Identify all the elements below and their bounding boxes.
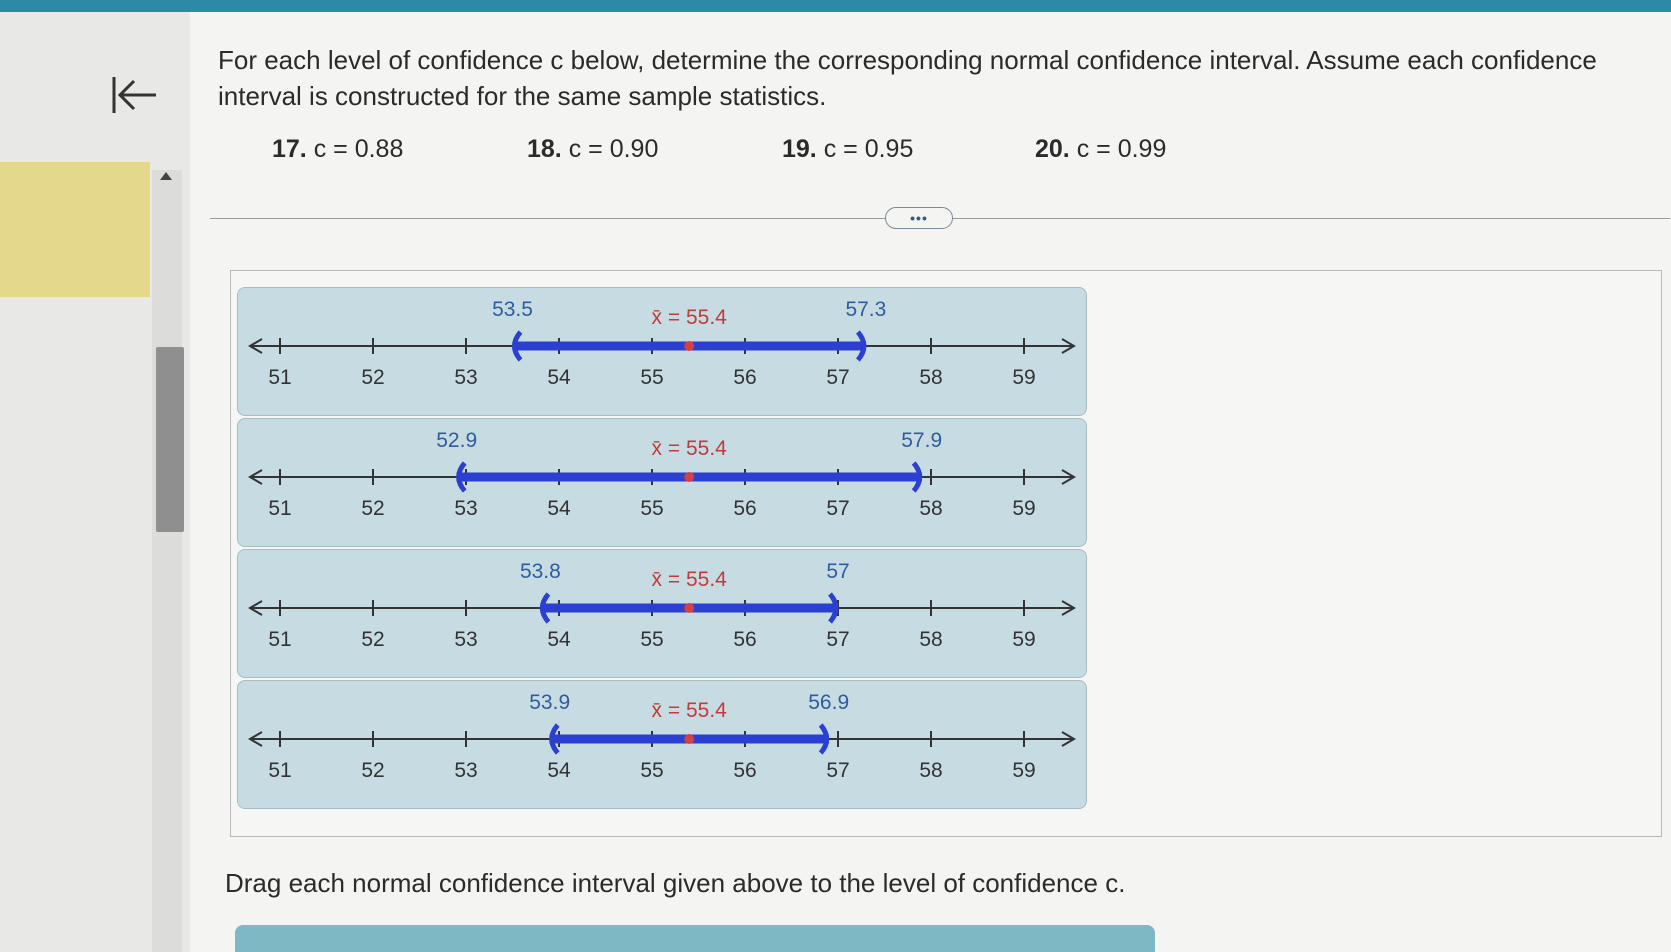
tick-label: 54 — [547, 497, 571, 520]
highlight-panel — [0, 162, 150, 297]
scroll-up-icon[interactable] — [160, 172, 172, 180]
tick-label: 58 — [919, 497, 942, 520]
top-bar — [0, 0, 1671, 12]
upper-bound-label: 57 — [826, 560, 849, 583]
problem-19: 19. c = 0.95 — [782, 135, 914, 163]
axis-arrow-right — [1061, 600, 1076, 616]
tick-label: 55 — [640, 628, 663, 651]
tick-label: 59 — [1012, 628, 1035, 651]
tick-label: 56 — [733, 759, 756, 782]
more-button[interactable]: ••• — [885, 207, 953, 229]
interval-card-4[interactable]: 51 52 53 54 55 56 57 58 59 53.9 56.9 x̄ = 55.4 — [237, 680, 1087, 809]
problem-18: 18. c = 0.90 — [527, 135, 659, 163]
tick-label: 54 — [547, 759, 571, 782]
scrollbar-track[interactable] — [152, 170, 182, 952]
tick-label: 51 — [268, 366, 291, 389]
instruction-text: Drag each normal confidence interval giv… — [225, 868, 1126, 898]
lower-bound-label: 52.9 — [436, 429, 477, 452]
upper-bound-label: 57.9 — [901, 429, 942, 452]
tick-label: 59 — [1012, 497, 1035, 520]
tick-label: 59 — [1012, 759, 1035, 782]
tick-label: 56 — [733, 366, 756, 389]
interval-plot: 51 52 53 54 55 56 57 58 59 53.5 57.3 x̄ = 55.4 — [248, 298, 1076, 389]
tick-label: 55 — [640, 759, 663, 782]
tick-label: 57 — [826, 497, 849, 520]
upper-bound-label: 56.9 — [808, 691, 849, 714]
tick-label: 58 — [919, 628, 942, 651]
lower-bound-label: 53.9 — [529, 691, 570, 714]
tick-label: 53 — [454, 759, 477, 782]
upper-bracket — [828, 592, 839, 624]
scrollbar-thumb[interactable] — [156, 347, 184, 532]
tick-label: 52 — [361, 628, 384, 651]
tick-label: 57 — [826, 366, 849, 389]
lower-bracket — [539, 592, 551, 624]
interval-plot: 51 52 53 54 55 56 57 58 59 53.9 56.9 x̄ = 55.4 — [248, 691, 1076, 782]
interval-card-3[interactable]: 51 52 53 54 55 56 57 58 59 53.8 57 x̄ = 55.4 — [237, 549, 1087, 678]
tick-label: 52 — [361, 759, 384, 782]
tick-label: 52 — [361, 497, 384, 520]
more-dots-icon: ••• — [910, 210, 928, 226]
interval-plot: 51 52 53 54 55 56 57 58 59 52.9 57.9 x̄ = 55.4 — [248, 429, 1076, 520]
tick-label: 55 — [640, 366, 663, 389]
mean-dot — [684, 472, 695, 482]
axis-arrow-right — [1061, 469, 1076, 485]
mean-label: x̄ = 55.4 — [652, 306, 728, 329]
tick-label: 57 — [826, 628, 849, 651]
tick-label: 58 — [919, 366, 942, 389]
tick-label: 51 — [268, 628, 291, 651]
mean-dot — [684, 341, 695, 351]
tick-label: 53 — [454, 497, 477, 520]
tick-label: 59 — [1012, 366, 1035, 389]
tick-label: 57 — [826, 759, 849, 782]
tick-label: 56 — [733, 497, 756, 520]
axis-arrow-left — [248, 731, 263, 747]
problem-20: 20. c = 0.99 — [1035, 135, 1167, 163]
tick-label: 55 — [640, 497, 663, 520]
interval-card-1[interactable]: 51 52 53 54 55 56 57 58 59 53.5 57.3 x̄ = 55.4 — [237, 287, 1087, 416]
tick-label: 53 — [454, 628, 477, 651]
lower-bracket — [456, 461, 467, 493]
tick-label: 52 — [361, 366, 384, 389]
mean-dot — [684, 734, 695, 744]
axis-arrow-right — [1061, 338, 1076, 354]
axis-arrow-left — [248, 600, 263, 616]
tick-label: 58 — [919, 759, 942, 782]
lower-bracket — [512, 330, 523, 362]
tick-label: 51 — [268, 759, 291, 782]
tick-label: 51 — [268, 497, 291, 520]
first-page-icon — [112, 77, 156, 113]
upper-bracket — [818, 723, 830, 755]
axis-arrow-right — [1061, 731, 1076, 747]
mean-label: x̄ = 55.4 — [652, 568, 728, 591]
lower-bound-label: 53.5 — [492, 298, 533, 321]
mean-label: x̄ = 55.4 — [652, 437, 728, 460]
lower-bound-label: 53.8 — [520, 560, 561, 583]
interval-plot: 51 52 53 54 55 56 57 58 59 53.8 57 x̄ = 55.4 — [248, 560, 1076, 651]
axis-arrow-left — [248, 338, 263, 354]
tick-label: 54 — [547, 628, 571, 651]
upper-bound-label: 57.3 — [845, 298, 886, 321]
problem-17: 17. c = 0.88 — [272, 135, 404, 163]
upper-bracket — [911, 461, 923, 493]
upper-bracket — [855, 330, 867, 362]
tick-label: 56 — [733, 628, 756, 651]
lower-bracket — [549, 723, 560, 755]
tick-label: 53 — [454, 366, 477, 389]
interval-card-2[interactable]: 51 52 53 54 55 56 57 58 59 52.9 57.9 x̄ = 55.4 — [237, 418, 1087, 547]
axis-arrow-left — [248, 469, 263, 485]
drop-target-bar[interactable] — [235, 925, 1155, 952]
question-text: For each level of confidence c below, de… — [218, 45, 1597, 111]
mean-label: x̄ = 55.4 — [652, 699, 728, 722]
tick-label: 54 — [547, 366, 571, 389]
back-button[interactable] — [105, 70, 165, 120]
mean-dot — [684, 603, 695, 613]
